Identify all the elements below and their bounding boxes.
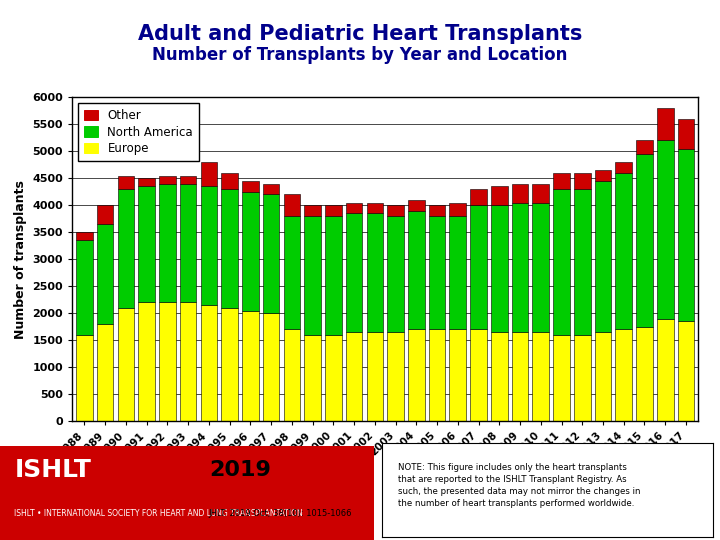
Bar	[595, 181, 611, 332]
Bar	[408, 211, 425, 329]
Bar	[305, 335, 321, 421]
Bar	[346, 332, 362, 421]
Bar	[470, 205, 487, 329]
Bar	[325, 335, 342, 421]
Bar	[616, 162, 632, 173]
Bar	[76, 240, 93, 335]
Bar	[263, 194, 279, 313]
Bar	[408, 329, 425, 421]
Bar	[263, 184, 279, 194]
Bar	[221, 189, 238, 308]
Bar	[221, 308, 238, 421]
Bar	[574, 189, 590, 335]
Bar	[305, 216, 321, 335]
Bar	[221, 173, 238, 189]
Bar	[242, 310, 258, 421]
Bar	[138, 186, 155, 302]
Bar	[553, 173, 570, 189]
Bar	[387, 205, 404, 216]
Bar	[636, 154, 653, 327]
Bar	[159, 184, 176, 302]
Bar	[387, 216, 404, 332]
Bar	[117, 308, 134, 421]
Bar	[657, 319, 673, 421]
Bar	[470, 189, 487, 205]
Bar	[180, 184, 197, 302]
Bar	[636, 140, 653, 154]
Bar	[159, 302, 176, 421]
Bar	[159, 176, 176, 184]
Bar	[678, 321, 694, 421]
Bar	[97, 224, 114, 324]
Text: NOTE: This figure includes only the heart transplants
that are reported to the I: NOTE: This figure includes only the hear…	[398, 463, 641, 508]
Bar	[325, 205, 342, 216]
Bar	[657, 140, 673, 319]
Bar	[595, 332, 611, 421]
Bar	[533, 202, 549, 332]
Bar	[387, 332, 404, 421]
Text: ISHLT: ISHLT	[14, 458, 91, 482]
Bar	[533, 184, 549, 202]
Bar	[512, 332, 528, 421]
Bar	[242, 181, 258, 192]
Bar	[616, 329, 632, 421]
Bar	[76, 335, 93, 421]
Bar	[76, 232, 93, 240]
Bar	[428, 329, 446, 421]
Bar	[533, 332, 549, 421]
Bar	[616, 173, 632, 329]
Bar	[97, 205, 114, 224]
Bar	[284, 329, 300, 421]
Bar	[636, 327, 653, 421]
Bar	[366, 213, 383, 332]
Bar	[242, 192, 258, 310]
Bar	[138, 178, 155, 186]
Bar	[553, 335, 570, 421]
Bar	[117, 176, 134, 189]
Bar	[325, 216, 342, 335]
Bar	[97, 324, 114, 421]
Bar	[678, 119, 694, 148]
Bar	[491, 332, 508, 421]
Bar	[449, 216, 466, 329]
Bar	[263, 313, 279, 421]
Bar	[595, 170, 611, 181]
Text: 2019: 2019	[209, 460, 271, 480]
Bar	[138, 302, 155, 421]
Bar	[449, 329, 466, 421]
Bar	[574, 173, 590, 189]
Legend: Other, North America, Europe: Other, North America, Europe	[78, 103, 199, 161]
Text: ISHLT • INTERNATIONAL SOCIETY FOR HEART AND LUNG TRANSPLANTATION: ISHLT • INTERNATIONAL SOCIETY FOR HEART …	[14, 509, 303, 517]
Y-axis label: Number of transplants: Number of transplants	[14, 180, 27, 339]
Bar	[512, 202, 528, 332]
Bar	[428, 205, 446, 216]
Bar	[366, 332, 383, 421]
Text: Number of Transplants by Year and Location: Number of Transplants by Year and Locati…	[153, 46, 567, 64]
Bar	[201, 305, 217, 421]
Bar	[574, 335, 590, 421]
Bar	[428, 216, 446, 329]
Bar	[657, 108, 673, 140]
Bar	[284, 194, 300, 216]
Bar	[117, 189, 134, 308]
Bar	[408, 200, 425, 211]
Bar	[346, 213, 362, 332]
Bar	[491, 205, 508, 332]
Bar	[305, 205, 321, 216]
Text: Adult and Pediatric Heart Transplants: Adult and Pediatric Heart Transplants	[138, 24, 582, 44]
Text: JHLT. 2019 Oct; 38(10): 1015-1066: JHLT. 2019 Oct; 38(10): 1015-1066	[209, 509, 352, 517]
Bar	[201, 186, 217, 305]
Bar	[512, 184, 528, 202]
Bar	[201, 162, 217, 186]
Bar	[346, 202, 362, 213]
Bar	[180, 302, 197, 421]
Bar	[491, 186, 508, 205]
Bar	[366, 202, 383, 213]
Bar	[449, 202, 466, 216]
Bar	[553, 189, 570, 335]
Bar	[678, 148, 694, 321]
Bar	[470, 329, 487, 421]
Bar	[180, 176, 197, 184]
Bar	[284, 216, 300, 329]
